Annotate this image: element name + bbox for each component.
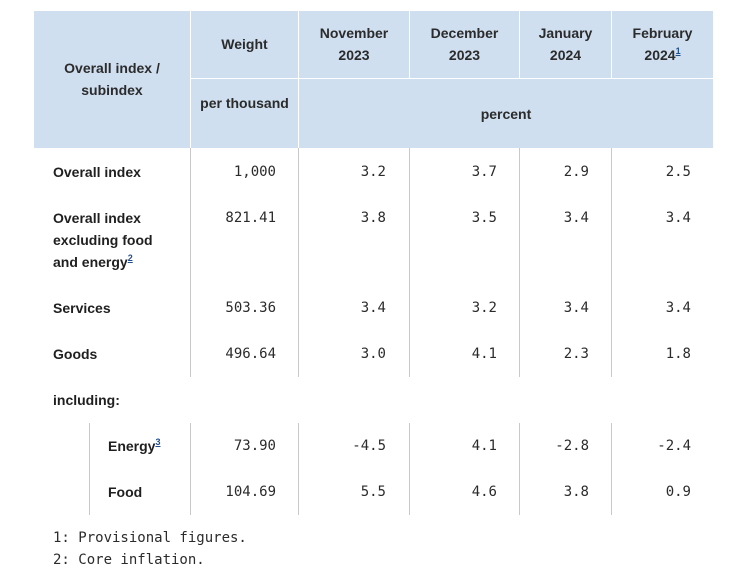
cell-value: 3.4 — [665, 300, 691, 316]
row-label-goods: Goods — [53, 346, 98, 362]
cell-value: -2.4 — [657, 438, 691, 454]
row-label-energy: Energy3 — [108, 437, 161, 455]
cell-value: 3.8 — [563, 484, 589, 500]
cell-value: 3.4 — [360, 300, 386, 316]
footnote-1: 1: Provisional figures. — [53, 530, 247, 546]
cell-value: 3.2 — [471, 300, 497, 316]
cell-value: 4.1 — [471, 346, 497, 362]
cell-value: 2.5 — [665, 164, 691, 180]
cell-value: 3.8 — [360, 210, 386, 226]
cell-weight: 503.36 — [225, 300, 276, 316]
footnote-2: 2: Core inflation. — [53, 552, 205, 568]
cell-weight: 1,000 — [233, 164, 276, 180]
row-label-food: Food — [108, 484, 143, 500]
cell-value: 3.0 — [360, 346, 386, 362]
cell-weight: 104.69 — [225, 484, 276, 500]
row-label-overall-index: Overall index — [53, 164, 141, 180]
cell-weight: 496.64 — [225, 346, 276, 362]
cell-value: 4.1 — [471, 438, 497, 454]
cell-value: 3.4 — [563, 210, 589, 226]
header-period-dec: December 2023 — [430, 25, 499, 63]
cell-value: 3.7 — [471, 164, 497, 180]
row-label-including: including: — [53, 392, 120, 408]
header-weight-unit: per thousand — [200, 95, 289, 111]
cell-value: 3.4 — [665, 210, 691, 226]
cell-value: 3.5 — [471, 210, 497, 226]
cell-value: -4.5 — [352, 438, 386, 454]
header-period-feb: February 20241 — [632, 25, 693, 63]
header-percent: percent — [480, 106, 532, 122]
row-label-services: Services — [53, 300, 111, 316]
cell-value: 3.4 — [563, 300, 589, 316]
cell-weight: 73.90 — [233, 438, 276, 454]
cell-value: -2.8 — [555, 438, 589, 454]
cell-value: 5.5 — [360, 484, 386, 500]
cell-value: 3.2 — [360, 164, 386, 180]
cell-value: 2.9 — [563, 164, 589, 180]
cell-value: 1.8 — [665, 346, 691, 362]
row-label-core-index: Overall index excluding food and energy2 — [53, 210, 153, 270]
footnote-link-2[interactable]: 2 — [127, 253, 133, 263]
footnote-link-3[interactable]: 3 — [155, 437, 161, 447]
header-period-nov: November 2023 — [319, 25, 389, 63]
footnote-link-1[interactable]: 1 — [675, 46, 681, 56]
header-row-label: Overall index / subindex — [64, 60, 160, 98]
header-weight: Weight — [221, 36, 268, 52]
cell-value: 2.3 — [563, 346, 589, 362]
cell-value: 4.6 — [471, 484, 497, 500]
cell-value: 0.9 — [665, 484, 691, 500]
table-header — [34, 11, 713, 148]
cell-weight: 821.41 — [225, 210, 276, 226]
header-period-jan: January 2024 — [538, 25, 593, 63]
